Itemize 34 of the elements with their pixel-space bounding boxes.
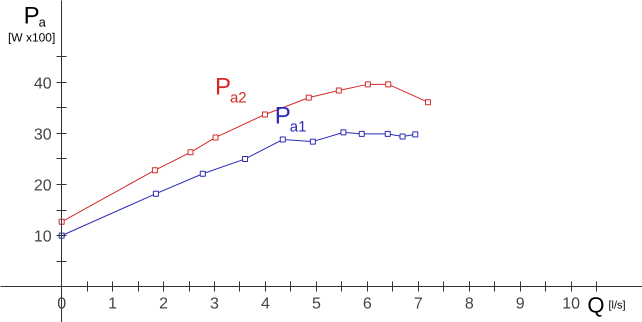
point [242, 156, 248, 162]
x-tick-label: 3 [210, 296, 220, 313]
point [212, 134, 219, 140]
point [200, 170, 206, 177]
x-tick-label: 10 [562, 296, 580, 313]
y-tick-label: 40 [34, 75, 52, 92]
x-tick-label: 7 [414, 296, 423, 313]
point [306, 94, 312, 101]
point [152, 190, 159, 197]
x-tick-label: 4 [261, 296, 270, 313]
point [384, 130, 391, 137]
point [340, 129, 346, 136]
y-axis-title: Pa [W x100] [8, 2, 56, 44]
point [262, 111, 268, 118]
point [188, 149, 194, 156]
point [412, 131, 418, 138]
point [358, 130, 365, 137]
x-tick-label: 5 [312, 296, 321, 313]
point [336, 87, 342, 94]
point [280, 136, 286, 143]
y-tick-label: 10 [34, 228, 52, 246]
point [364, 81, 371, 88]
point [424, 99, 431, 106]
x-tick-label: 2 [159, 296, 168, 313]
point [385, 81, 392, 88]
x-tick-label: 8 [464, 296, 474, 313]
x-tick-label: 1 [108, 296, 118, 313]
y-tick-label: 30 [34, 126, 52, 144]
x-tick-label: 6 [362, 296, 372, 313]
y-tick-label: 20 [34, 178, 52, 194]
point [310, 138, 316, 145]
point [152, 167, 158, 174]
point [400, 133, 406, 140]
x-tick-label: 9 [516, 296, 525, 313]
